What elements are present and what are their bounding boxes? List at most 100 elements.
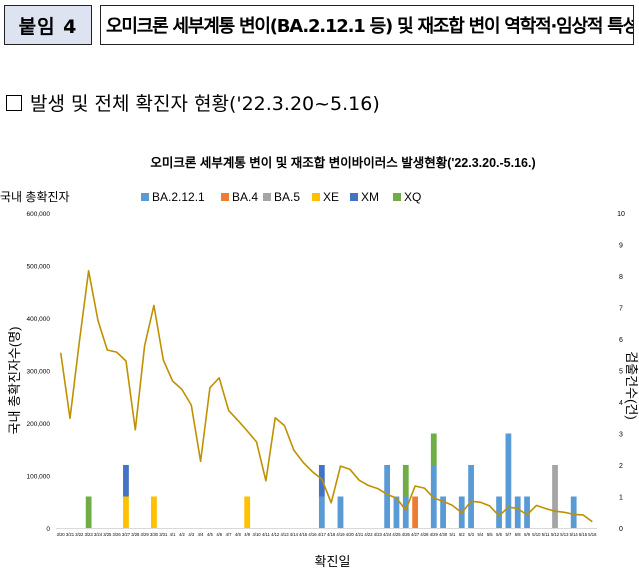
- y2-tick-label: 8: [619, 274, 623, 281]
- x-tick-label: 4/18: [327, 532, 336, 537]
- bar-XM-3/27: [123, 465, 129, 497]
- y-tick-label: 300,000: [27, 369, 51, 376]
- checkbox-square-icon: [6, 95, 22, 111]
- x-tick-label: 3/21: [66, 532, 75, 537]
- x-tick-label: 4/22: [364, 532, 373, 537]
- y2-tick-label: 9: [619, 243, 623, 250]
- y2-tick-label: 2: [619, 463, 623, 470]
- x-tick-label: 4/25: [392, 532, 401, 537]
- y2-tick-label: 7: [619, 306, 623, 313]
- line-total-confirmed: [59, 270, 593, 523]
- y2-tick-label: 1: [619, 495, 623, 502]
- legend-swatch-XM: [350, 193, 358, 201]
- x-tick-label: 4/5: [207, 532, 213, 537]
- bar-BA.4-4/27: [412, 496, 419, 528]
- legend-swatch-XE: [312, 193, 320, 201]
- x-tick-label: 5/13: [560, 532, 569, 537]
- bar-XQ-4/29: [430, 433, 437, 465]
- y2-tick-label: 5: [619, 369, 623, 376]
- bar-BA.2.12.1-5/8: [514, 496, 521, 528]
- x-tick-label: 3/31: [159, 532, 168, 537]
- x-tick-label: 3/25: [103, 532, 112, 537]
- legend-label-BA.4: BA.4: [232, 190, 258, 204]
- x-tick-label: 4/8: [235, 532, 241, 537]
- x-tick-label: 5/8: [515, 532, 521, 537]
- x-tick-label: 4/9: [244, 532, 250, 537]
- legend-label-BA.5: BA.5: [274, 190, 300, 204]
- x-axis-label: 확진일: [315, 554, 351, 569]
- bar-BA.2.12.1-4/25: [393, 496, 400, 528]
- y-axis-label: 국내 총확진자수(명): [7, 327, 22, 435]
- bar-BA.2.12.1-4/19: [337, 496, 344, 528]
- x-tick-label: 5/12: [551, 532, 560, 537]
- x-tick-label: 5/7: [505, 532, 511, 537]
- y2-tick-label: 10: [617, 211, 625, 218]
- legend-label-XQ: XQ: [404, 190, 421, 204]
- y2-axis-label: 검출건수(건): [624, 351, 639, 419]
- x-tick-label: 5/16: [588, 532, 597, 537]
- annex-tag: 붙임 4: [4, 5, 92, 45]
- x-tick-label: 3/24: [94, 532, 103, 537]
- x-tick-label: 4/4: [198, 532, 204, 537]
- x-tick-label: 5/11: [542, 532, 551, 537]
- x-tick-label: 4/15: [299, 532, 308, 537]
- x-tick-label: 4/11: [262, 532, 271, 537]
- x-tick-label: 4/29: [430, 532, 439, 537]
- x-tick-label: 4/7: [226, 532, 232, 537]
- x-tick-label: 5/5: [487, 532, 493, 537]
- x-tick-label: 3/29: [141, 532, 150, 537]
- bar-BA.2.12.1-4/24: [384, 465, 391, 528]
- bar-XE-4/9: [244, 496, 251, 528]
- y2-tick-label: 6: [619, 337, 623, 344]
- x-tick-label: 3/26: [113, 532, 122, 537]
- bar-BA.2.12.1-5/9: [524, 496, 530, 528]
- bar-XQ-3/23: [85, 496, 92, 528]
- x-tick-label: 4/17: [318, 532, 327, 537]
- y2-tick-label: 3: [619, 432, 623, 439]
- x-tick-label: 5/15: [579, 532, 588, 537]
- x-tick-label: 4/3: [188, 532, 194, 537]
- legend-label-BA.2.12.1: BA.2.12.1: [152, 190, 205, 204]
- y-tick-label: 200,000: [27, 421, 51, 428]
- x-tick-label: 4/20: [346, 532, 355, 537]
- x-tick-label: 4/6: [216, 532, 222, 537]
- x-tick-label: 4/14: [290, 532, 299, 537]
- x-tick-label: 4/21: [355, 532, 364, 537]
- legend-label-XE: XE: [323, 190, 339, 204]
- annex-title: 오미크론 세부계통 변이(BA.2.12.1 등) 및 재조합 변이 역학적·임…: [100, 5, 634, 45]
- x-tick-label: 4/16: [308, 532, 317, 537]
- y-tick-label: 500,000: [27, 264, 51, 271]
- section-heading: 발생 및 전체 확진자 현황('22.3.20~5.16): [6, 89, 380, 116]
- y2-tick-label: 0: [619, 526, 623, 533]
- legend-label-line: 국내 총확진자: [0, 190, 70, 204]
- bar-BA.2.12.1-4/17: [318, 496, 325, 528]
- y-tick-label: 0: [46, 526, 50, 533]
- legend-swatch-BA.4: [221, 193, 229, 201]
- legend-swatch-XQ: [393, 193, 401, 201]
- bar-BA.2.12.1-4/30: [440, 496, 446, 528]
- y-tick-label: 600,000: [27, 211, 51, 218]
- y2-tick-label: 4: [619, 400, 623, 407]
- x-tick-label: 3/28: [131, 532, 140, 537]
- legend-swatch-BA.5: [263, 193, 271, 201]
- x-tick-label: 3/22: [75, 532, 84, 537]
- x-tick-label: 4/12: [271, 532, 280, 537]
- x-tick-label: 4/2: [179, 532, 185, 537]
- y-tick-label: 100,000: [27, 474, 51, 481]
- bar-BA.2.12.1-4/26: [402, 496, 409, 528]
- bar-BA.2.12.1-4/29: [430, 465, 437, 528]
- x-tick-label: 5/3: [468, 532, 474, 537]
- x-tick-label: 4/24: [383, 532, 392, 537]
- x-tick-label: 5/6: [496, 532, 502, 537]
- section-title: 발생 및 전체 확진자 현황('22.3.20~5.16): [30, 93, 380, 115]
- legend-label-XM: XM: [361, 190, 379, 204]
- bar-XE-3/30: [151, 496, 157, 528]
- x-tick-label: 5/14: [570, 532, 579, 537]
- bar-BA.2.12.1-5/7: [505, 433, 512, 528]
- x-tick-label: 3/27: [122, 532, 131, 537]
- x-tick-label: 3/30: [150, 532, 159, 537]
- y-tick-label: 400,000: [27, 316, 51, 323]
- x-tick-label: 3/23: [85, 532, 94, 537]
- x-tick-label: 4/27: [411, 532, 420, 537]
- bar-BA.5-5/12: [552, 465, 558, 528]
